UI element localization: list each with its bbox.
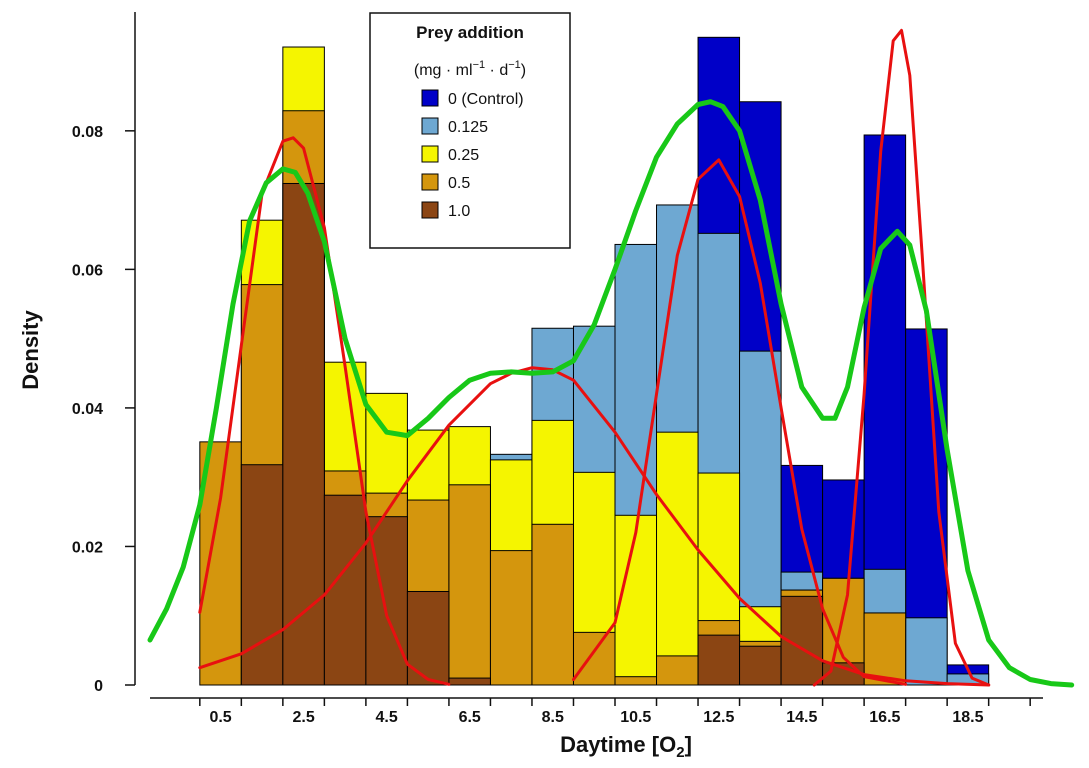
bar-0-125-bin-17 — [905, 617, 948, 686]
bar-1-0-bin-5 — [406, 590, 450, 686]
legend-swatch — [421, 117, 439, 135]
bar-0-5-bin-7 — [489, 550, 533, 686]
x-axis-title-main: Daytime [O — [560, 732, 676, 757]
x-axis-title-close: ] — [685, 732, 692, 757]
bar-0-25-bin-11 — [656, 431, 699, 686]
x-tick-label: 10.5 — [620, 709, 651, 726]
y-axis-title: Density — [18, 310, 43, 390]
y-axis-ticks: 0 0.02 0.04 0.06 0.08 — [72, 124, 135, 695]
bar-1-0-bin-3 — [323, 494, 367, 686]
legend-units-d-exp: −1 — [508, 59, 521, 71]
legend-units-ml-exp: −1 — [473, 59, 486, 71]
x-tick-label: 6.5 — [459, 709, 481, 726]
legend-label: 0.5 — [448, 175, 470, 192]
legend-swatch — [421, 201, 439, 219]
x-tick-label: 16.5 — [869, 709, 900, 726]
legend-units-dot-2: · — [485, 62, 499, 79]
legend-units-ml: ml — [456, 62, 473, 79]
legend-units: (mg · ml−1 · d−1) — [414, 59, 526, 79]
legend-units-prefix: (mg — [414, 62, 442, 79]
stacked-histogram-bars — [199, 36, 990, 686]
legend-items: 0 (Control) 0.125 0.25 0.5 1.0 — [421, 89, 524, 220]
bar-0-5-bin-6 — [448, 484, 491, 686]
x-tick-label: 8.5 — [542, 709, 564, 726]
x-tick-label: 12.5 — [703, 709, 734, 726]
legend: Prey addition (mg · ml−1 · d−1) 0 (Contr… — [369, 12, 571, 249]
x-tick-label: 18.5 — [952, 709, 983, 726]
legend-label: 1.0 — [448, 203, 470, 220]
y-tick-label: 0 — [94, 678, 103, 695]
x-tick-label: 14.5 — [786, 709, 817, 726]
bar-0-5-bin-16 — [863, 612, 907, 686]
legend-units-d: d — [499, 62, 508, 79]
bar-0-5-bin-8 — [531, 523, 574, 686]
x-axis-title-subscript: 2 — [676, 744, 684, 761]
density-curve-component-1 — [198, 136, 451, 686]
y-tick-label: 0.08 — [72, 124, 103, 141]
legend-swatch — [421, 145, 439, 163]
density-curve-mixture — [147, 99, 1075, 688]
legend-swatch — [421, 173, 439, 191]
legend-label: 0.125 — [448, 119, 488, 136]
bar-1-0-bin-6 — [448, 677, 491, 686]
density-curve-component-4 — [812, 28, 991, 687]
bar-1-0-bin-12 — [697, 634, 741, 686]
axes: 0 0.02 0.04 0.06 0.08 0.5 2.5 4.5 6.5 8.5 10.5 12.… — [72, 12, 1043, 726]
legend-swatch — [421, 89, 439, 107]
legend-label: 0 (Control) — [448, 91, 524, 108]
bar-1-0-bin-13 — [739, 645, 782, 686]
bar-0-25-bin-10 — [614, 514, 658, 686]
density-curves — [147, 28, 1075, 688]
x-tick-label: 4.5 — [376, 709, 398, 726]
bar-1-0-bin-1 — [240, 464, 284, 686]
bar-0-5-bin-10 — [614, 676, 658, 686]
legend-label: 0.25 — [448, 147, 479, 164]
bar-1-0-bin-2 — [282, 182, 325, 686]
bar-0-5-bin-9 — [572, 631, 616, 686]
bar-0-5-bin-11 — [656, 655, 699, 686]
legend-box — [369, 12, 571, 249]
y-tick-label: 0.04 — [72, 401, 103, 418]
density-curve-component-2 — [198, 366, 991, 687]
x-axis-title: Daytime [O2] — [560, 732, 692, 761]
legend-units-close: ) — [521, 62, 526, 79]
x-axis-ticks: 0.5 2.5 4.5 6.5 8.5 10.5 12.5 14.5 16.5 18.5 — [199, 698, 1031, 726]
legend-title: Prey addition — [416, 23, 524, 42]
y-tick-label: 0.06 — [72, 262, 103, 279]
legend-units-dot-1: · — [441, 62, 455, 79]
x-tick-label: 0.5 — [209, 709, 231, 726]
x-tick-label: 2.5 — [292, 709, 314, 726]
y-tick-label: 0.02 — [72, 539, 103, 556]
bar-0-5-bin-0 — [199, 441, 242, 686]
